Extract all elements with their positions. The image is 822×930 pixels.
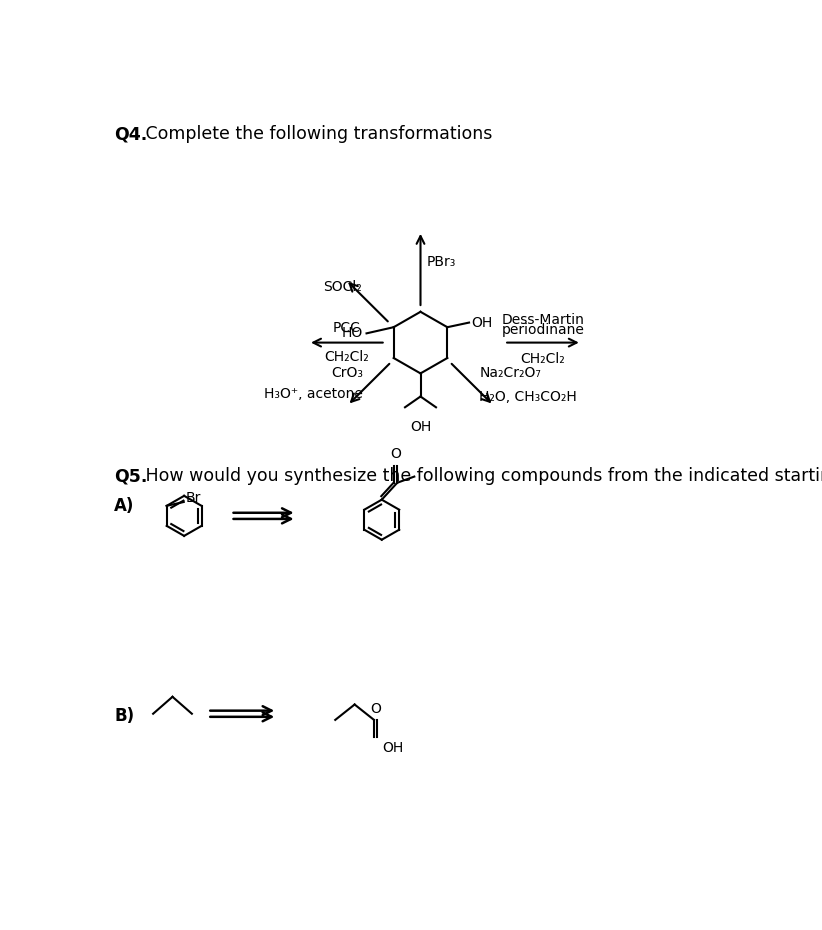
Text: PBr₃: PBr₃	[427, 255, 456, 269]
Text: PCC: PCC	[333, 321, 361, 335]
Text: How would you synthesize the following compounds from the indicated starting mat: How would you synthesize the following c…	[140, 468, 822, 485]
Text: CrO₃: CrO₃	[331, 365, 363, 379]
Text: Complete the following transformations: Complete the following transformations	[140, 126, 492, 143]
Text: OH: OH	[471, 315, 492, 329]
Text: O: O	[390, 447, 401, 461]
Text: Q4.: Q4.	[114, 126, 148, 143]
Text: A): A)	[114, 497, 135, 515]
Text: H₂O, CH₃CO₂H: H₂O, CH₃CO₂H	[479, 390, 577, 404]
Text: periodinane: periodinane	[501, 324, 584, 338]
Text: Br: Br	[185, 491, 201, 505]
Text: Q5.: Q5.	[114, 468, 148, 485]
Text: Dess-Martin: Dess-Martin	[501, 313, 584, 327]
Text: O: O	[370, 702, 381, 716]
Text: HO: HO	[341, 326, 363, 340]
Text: OH: OH	[381, 740, 403, 754]
Text: CH₂Cl₂: CH₂Cl₂	[325, 351, 369, 365]
Text: Na₂Cr₂O₇: Na₂Cr₂O₇	[479, 365, 542, 379]
Text: H₃O⁺, acetone: H₃O⁺, acetone	[265, 388, 363, 402]
Text: CH₂Cl₂: CH₂Cl₂	[520, 352, 566, 365]
Text: SOCl₂: SOCl₂	[323, 280, 362, 294]
Text: B): B)	[114, 707, 135, 725]
Text: OH: OH	[410, 419, 431, 433]
